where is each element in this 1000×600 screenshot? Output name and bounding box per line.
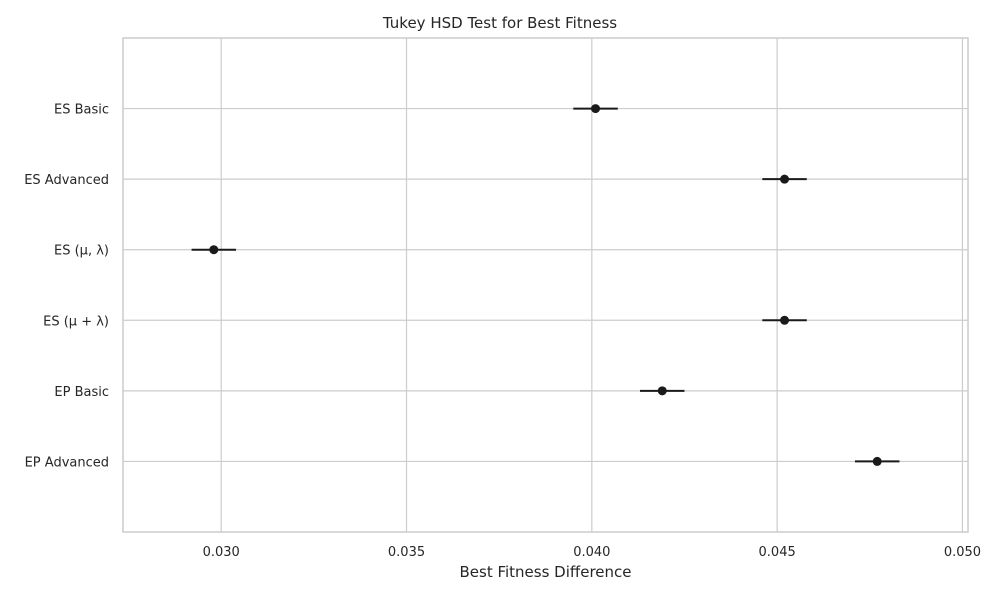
- x-tick-label: 0.030: [203, 545, 240, 560]
- y-tick-label: ES Advanced: [24, 173, 109, 188]
- y-gridlines: [123, 107, 968, 463]
- x-tick-label: 0.040: [573, 545, 610, 560]
- mean-point: [209, 245, 219, 255]
- y-tick-label: ES (μ + λ): [43, 314, 109, 329]
- x-tick-label: 0.035: [388, 545, 425, 560]
- mean-point: [872, 456, 882, 466]
- y-tick-label: ES (μ, λ): [54, 244, 109, 259]
- mean-point: [657, 386, 667, 396]
- confidence-intervals: [191, 104, 900, 466]
- x-tick-labels: 0.030 0.035 0.040 0.045 0.050: [203, 545, 981, 560]
- chart-title: Tukey HSD Test for Best Fitness: [382, 14, 618, 32]
- y-tick-label: EP Basic: [54, 385, 109, 400]
- plot-frame: [122, 37, 969, 533]
- x-tick-label: 0.050: [944, 545, 981, 560]
- x-gridlines: [220, 38, 964, 532]
- y-tick-label: ES Basic: [54, 103, 109, 118]
- mean-point: [591, 104, 601, 114]
- mean-point: [780, 174, 790, 184]
- y-tick-label: EP Advanced: [25, 455, 109, 470]
- mean-point: [780, 315, 790, 325]
- x-axis-label: Best Fitness Difference: [459, 563, 632, 581]
- x-tick-label: 0.045: [759, 545, 796, 560]
- y-tick-labels: ES Basic ES Advanced ES (μ, λ) ES (μ + λ) EP…: [24, 103, 109, 471]
